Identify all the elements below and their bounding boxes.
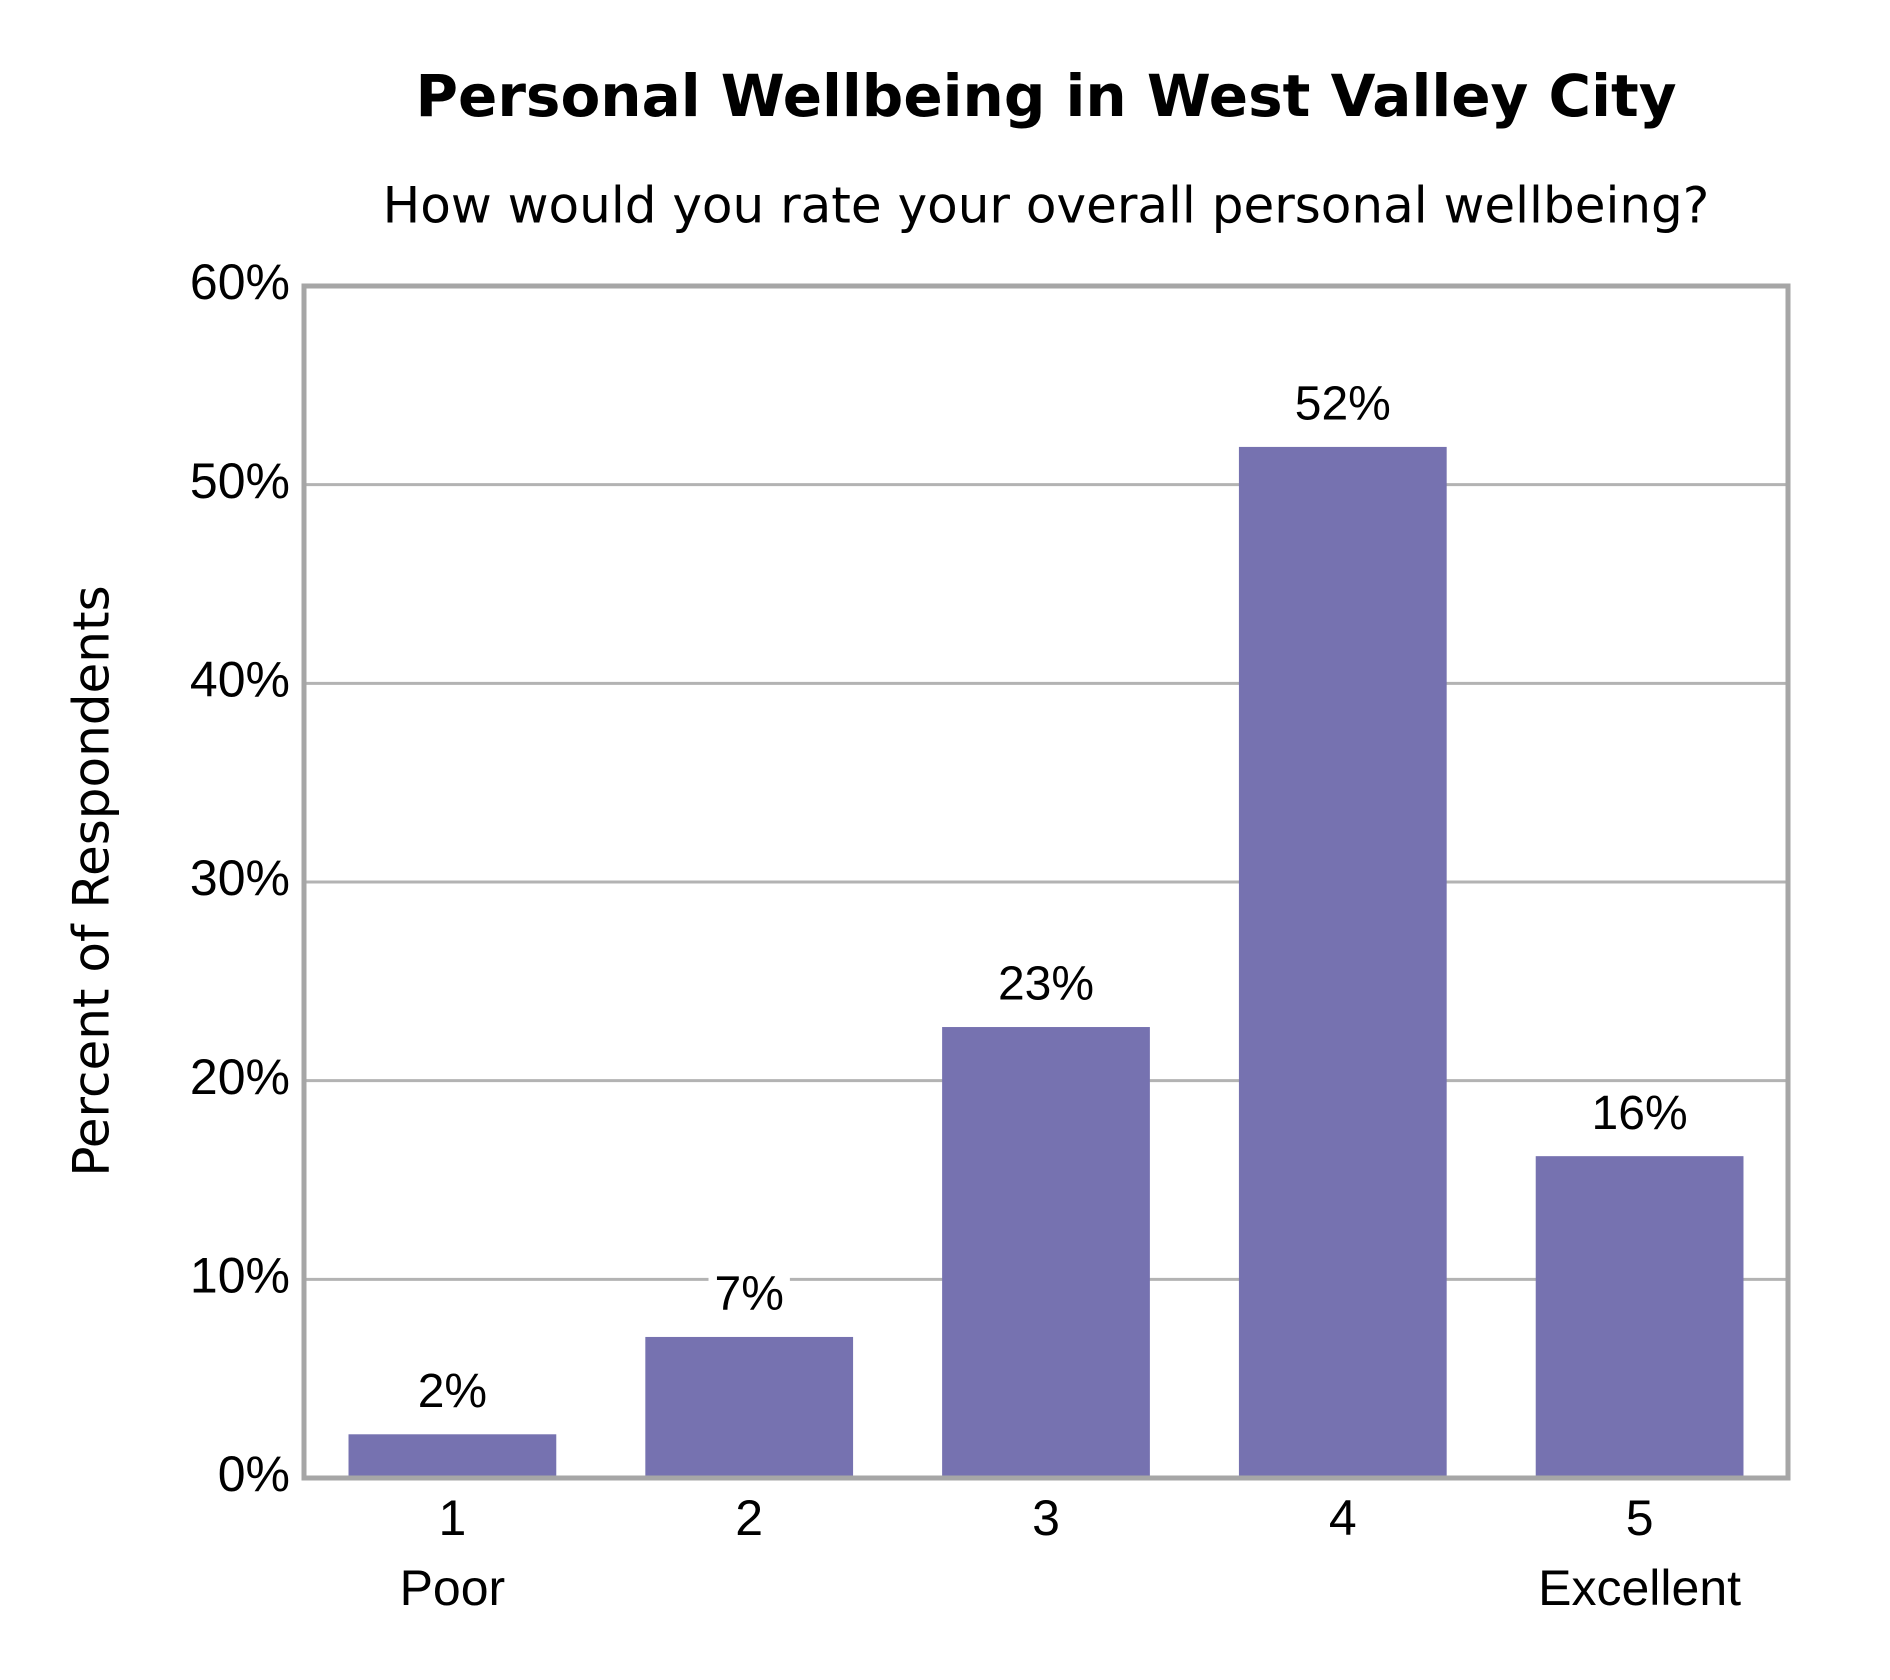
chart-subtitle: How would you rate your overall personal… <box>383 177 1710 235</box>
bar <box>1238 446 1447 1478</box>
value-label: 7% <box>715 1268 784 1321</box>
y-tick-label: 50% <box>190 453 290 509</box>
value-label-background <box>1585 1086 1694 1140</box>
y-axis-label: Percent of Respondents <box>63 585 121 1176</box>
bar <box>942 1027 1150 1478</box>
x-tick-label: 3 <box>1032 1490 1060 1546</box>
y-tick-label: 30% <box>190 850 290 906</box>
value-label-background <box>991 957 1101 1011</box>
bar <box>645 1336 854 1478</box>
x-tick-label: 1 <box>438 1490 466 1546</box>
y-tick-label: 40% <box>190 652 290 708</box>
value-label: 2% <box>418 1365 487 1418</box>
value-label: 23% <box>998 958 1094 1011</box>
y-tick-label: 60% <box>190 254 290 310</box>
bar <box>1535 1156 1744 1478</box>
chart-title: Personal Wellbeing in West Valley City <box>415 62 1676 130</box>
x-tick-sublabel: Poor <box>400 1560 506 1616</box>
y-tick-label: 0% <box>218 1446 290 1502</box>
x-tick-label: 5 <box>1626 1490 1654 1546</box>
value-label: 16% <box>1592 1087 1688 1140</box>
y-tick-label: 10% <box>190 1248 290 1304</box>
x-tick-label: 4 <box>1329 1490 1357 1546</box>
x-tick-sublabel: Excellent <box>1538 1560 1741 1616</box>
value-label-background <box>411 1364 494 1418</box>
bar <box>348 1434 557 1478</box>
value-label: 52% <box>1295 378 1391 431</box>
y-tick-label: 20% <box>190 1049 290 1105</box>
plot-frame <box>301 283 1791 1481</box>
value-label-background <box>708 1267 790 1321</box>
value-label-background <box>1288 377 1397 431</box>
x-tick-label: 2 <box>735 1490 763 1546</box>
